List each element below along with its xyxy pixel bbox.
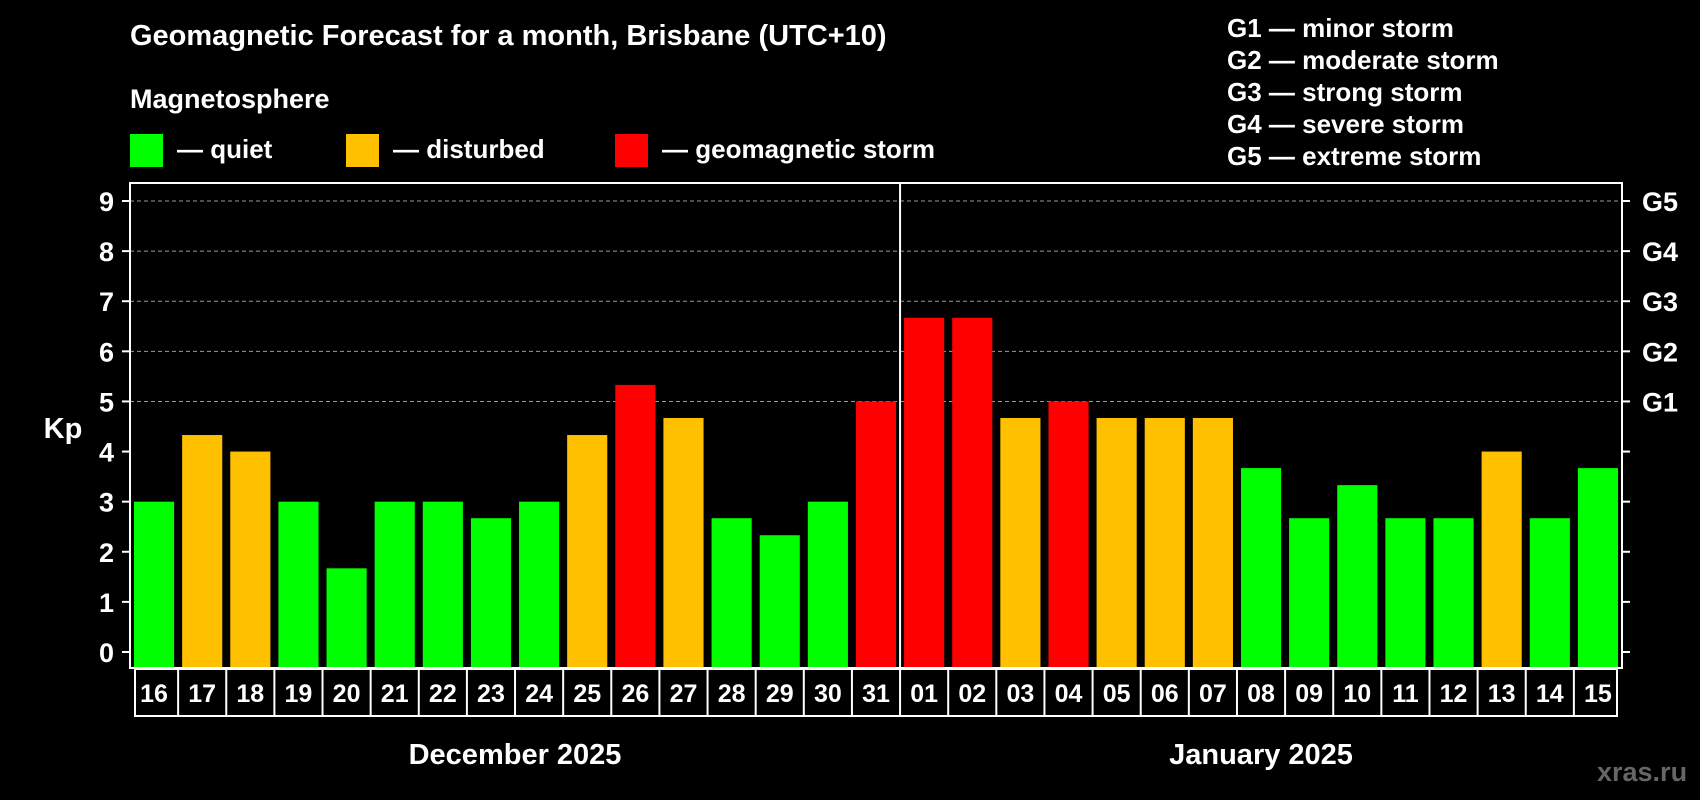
x-tick-label-17: 17	[188, 680, 216, 708]
x-tick-label-15: 15	[1584, 680, 1612, 708]
x-tick-label-26: 26	[621, 680, 649, 708]
y-tick-label: 6	[99, 337, 114, 367]
x-tick-label-19: 19	[285, 680, 313, 708]
bar-18	[230, 451, 271, 668]
watermark: xras.ru	[1597, 757, 1688, 787]
bar-30	[807, 501, 848, 668]
bar-21	[374, 501, 415, 668]
bar-15	[1577, 468, 1618, 668]
bar-08	[1240, 468, 1282, 668]
y-tick-label: 2	[99, 538, 114, 568]
x-tick-label-20: 20	[333, 680, 361, 708]
bar-01	[904, 317, 945, 668]
bar-11	[1385, 518, 1426, 668]
y-tick-label: 0	[99, 638, 114, 668]
bar-04	[1048, 401, 1089, 668]
bar-28	[711, 518, 752, 668]
y-tick-label: 5	[99, 387, 114, 417]
x-tick-label-13: 13	[1488, 680, 1516, 708]
x-tick-label-07: 07	[1199, 680, 1227, 708]
bar-29	[759, 535, 800, 668]
bar-24	[519, 501, 560, 668]
x-tick-label-18: 18	[236, 680, 264, 708]
storm-scale-g1: G1 — minor storm	[1227, 13, 1454, 43]
x-tick-label-02: 02	[958, 680, 986, 708]
x-tick-label-14: 14	[1536, 680, 1564, 708]
x-tick-label-24: 24	[525, 680, 553, 708]
bar-16	[134, 501, 175, 668]
bar-13	[1481, 451, 1522, 668]
x-tick-label-04: 04	[1055, 680, 1083, 708]
bar-12	[1433, 518, 1474, 668]
x-tick-label-03: 03	[1006, 680, 1034, 708]
x-tick-label-31: 31	[862, 680, 890, 708]
bar-22	[422, 501, 463, 668]
x-tick-label-22: 22	[429, 680, 457, 708]
bar-02	[952, 317, 993, 668]
storm-scale-g3: G3 — strong storm	[1227, 77, 1463, 107]
bar-09	[1289, 518, 1330, 668]
y-tick-label: 4	[99, 438, 114, 468]
bar-27	[663, 417, 704, 668]
month-label-1: January 2025	[1169, 739, 1353, 771]
bar-31	[855, 401, 897, 668]
bar-06	[1144, 417, 1185, 668]
bar-05	[1096, 417, 1137, 668]
y-tick-label: 8	[99, 237, 114, 267]
x-tick-label-21: 21	[381, 680, 409, 708]
x-tick-label-25: 25	[573, 680, 601, 708]
x-tick-label-06: 06	[1151, 680, 1179, 708]
right-tick-label-g1: G1	[1642, 387, 1678, 417]
legend-label-disturbed: — disturbed	[393, 134, 545, 164]
x-tick-label-10: 10	[1343, 680, 1371, 708]
x-tick-label-29: 29	[766, 680, 794, 708]
bar-20	[326, 568, 367, 668]
x-tick-label-12: 12	[1440, 680, 1468, 708]
bar-10	[1337, 485, 1378, 668]
bar-07	[1192, 417, 1233, 668]
y-axis-label: Kp	[44, 413, 83, 445]
right-tick-label-g2: G2	[1642, 337, 1678, 367]
legend-label-quiet: — quiet	[177, 134, 273, 164]
bar-03	[1000, 417, 1041, 668]
x-tick-label-05: 05	[1103, 680, 1131, 708]
bar-19	[278, 501, 319, 668]
right-tick-label-g5: G5	[1642, 187, 1678, 217]
x-tick-label-28: 28	[718, 680, 746, 708]
y-tick-label: 3	[99, 488, 114, 518]
x-tick-label-27: 27	[670, 680, 698, 708]
x-tick-label-16: 16	[140, 680, 168, 708]
chart-title: Geomagnetic Forecast for a month, Brisba…	[130, 20, 887, 52]
legend-swatch-disturbed	[346, 134, 379, 167]
bar-23	[470, 518, 512, 668]
bar-25	[567, 435, 608, 668]
legend-label-storm: — geomagnetic storm	[662, 134, 936, 164]
bar-17	[182, 435, 223, 668]
section-label: Magnetosphere	[130, 84, 330, 114]
y-tick-label: 9	[99, 187, 114, 217]
x-tick-label-11: 11	[1392, 680, 1419, 708]
legend-swatch-quiet	[130, 134, 163, 167]
month-label-0: December 2025	[409, 739, 622, 771]
x-tick-label-30: 30	[814, 680, 842, 708]
storm-scale-g5: G5 — extreme storm	[1227, 141, 1482, 171]
x-tick-label-23: 23	[477, 680, 505, 708]
right-tick-label-g4: G4	[1642, 237, 1678, 267]
storm-scale-g4: G4 — severe storm	[1227, 109, 1465, 139]
y-tick-label: 1	[99, 588, 114, 618]
y-tick-label: 7	[99, 287, 114, 317]
x-tick-label-08: 08	[1247, 680, 1275, 708]
storm-scale-g2: G2 — moderate storm	[1227, 45, 1499, 75]
x-tick-label-09: 09	[1295, 680, 1323, 708]
legend-swatch-storm	[615, 134, 648, 167]
bar-14	[1529, 518, 1570, 668]
x-tick-label-01: 01	[910, 680, 938, 708]
x-axis-box	[134, 668, 1618, 717]
right-tick-label-g3: G3	[1642, 287, 1678, 317]
bar-26	[615, 384, 656, 668]
